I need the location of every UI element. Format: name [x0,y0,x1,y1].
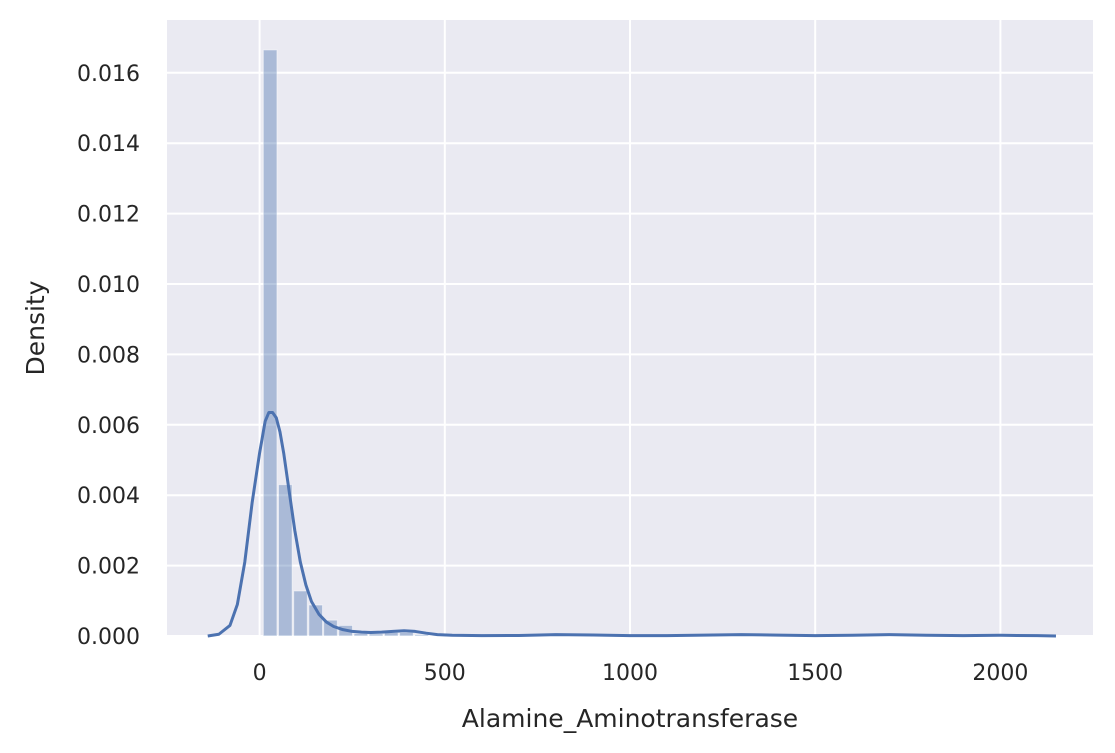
histogram-bar [262,49,278,637]
histogram-bar [277,484,293,637]
x-axis-ticks: 0 500 1000 1500 2000 [253,661,1029,686]
x-tick-label: 1500 [787,661,843,686]
histogram-bars [262,49,1020,637]
y-tick-label: 0.016 [77,62,140,87]
y-tick-label: 0.014 [77,132,140,157]
y-tick-label: 0.002 [77,555,140,580]
grid-lines [167,20,1093,637]
y-tick-label: 0.012 [77,203,140,228]
x-tick-label: 1000 [602,661,658,686]
x-tick-label: 0 [253,661,267,686]
y-axis-label: Density [21,280,50,375]
x-tick-label: 500 [424,661,466,686]
kde-curve [207,410,1056,638]
histogram-bar [368,633,384,637]
y-tick-label: 0.008 [77,343,140,368]
y-tick-label: 0.010 [77,273,140,298]
y-tick-label: 0.004 [77,484,140,509]
histogram-bar [399,631,414,637]
y-tick-label: 0.000 [77,625,140,650]
y-axis-ticks: 0.000 0.002 0.004 0.006 0.008 0.010 0.012 0.014… [77,62,140,650]
y-tick-label: 0.006 [77,414,140,439]
histogram-bar [414,634,429,637]
histogram-bar [353,633,369,637]
histogram-bar [293,590,308,637]
x-axis-label: Alamine_Aminotransferase [462,704,798,733]
x-tick-label: 2000 [972,661,1028,686]
